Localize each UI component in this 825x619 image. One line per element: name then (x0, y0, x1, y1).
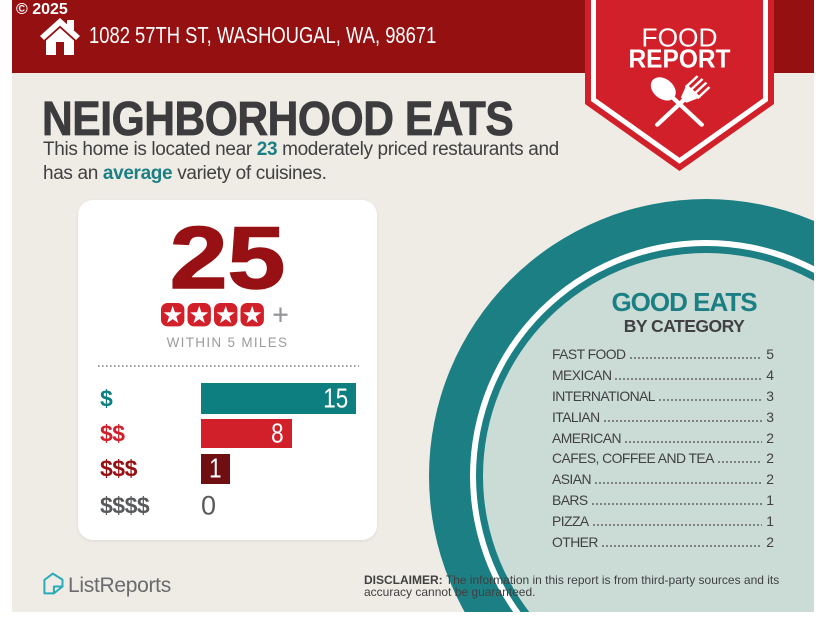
svg-text:FOOD: FOOD (642, 22, 718, 52)
svg-text:REPORT: REPORT (629, 43, 731, 73)
